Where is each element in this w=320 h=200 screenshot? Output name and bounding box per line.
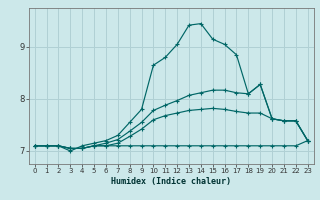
X-axis label: Humidex (Indice chaleur): Humidex (Indice chaleur) <box>111 177 231 186</box>
